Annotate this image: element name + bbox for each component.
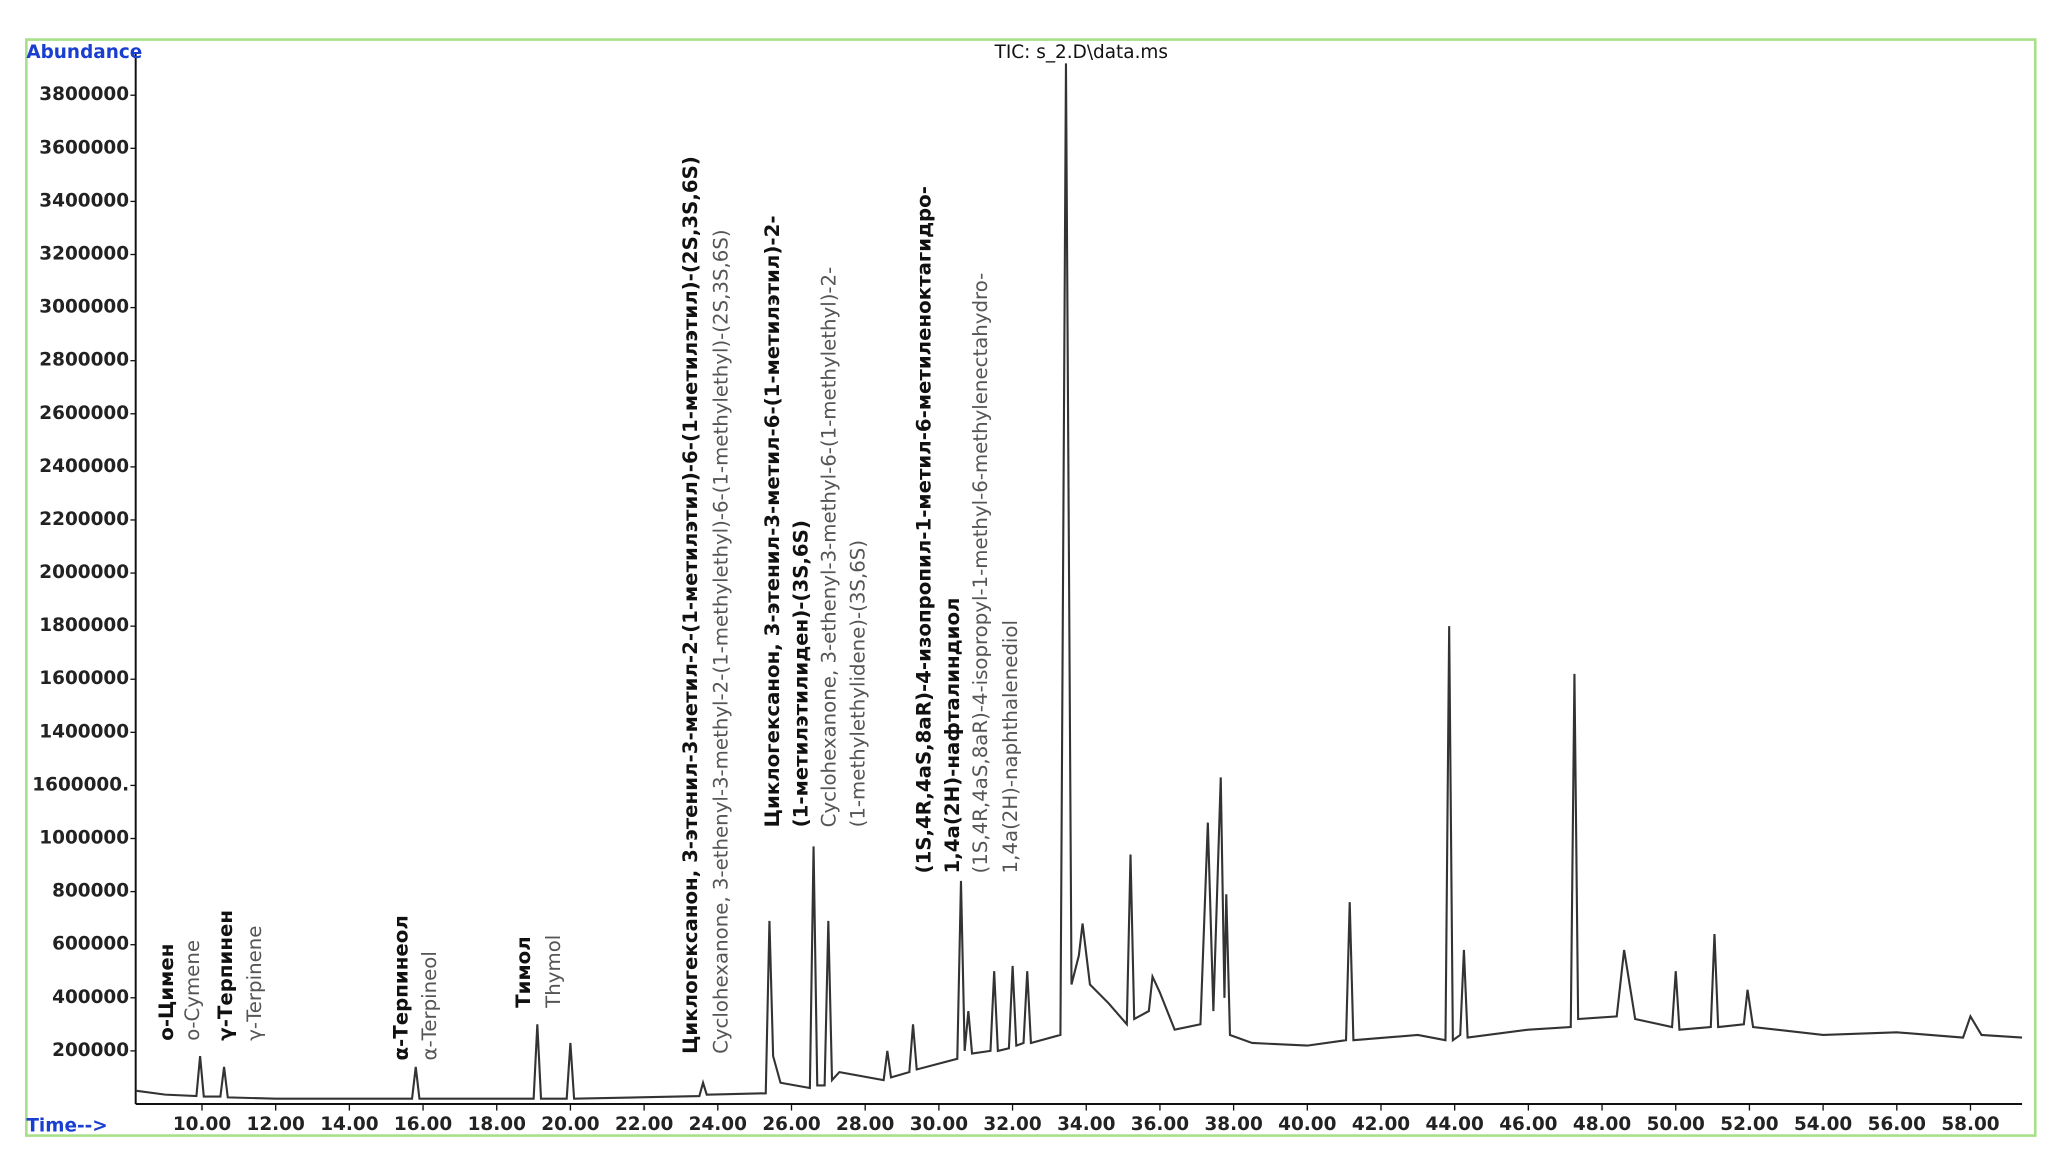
x-tick-label: 32.00 [983,1114,1041,1135]
x-tick-label: 20.00 [541,1114,599,1135]
annotation-ru: (1-метилэтилиден)-(3S,6S) [790,520,813,827]
x-tick-label: 56.00 [1868,1114,1926,1135]
x-tick-label: 10.00 [173,1114,231,1135]
y-tick-label: 3000000 [39,297,129,318]
x-tick-label: 38.00 [1204,1114,1262,1135]
y-tick-label: 3600000 [39,137,129,158]
annotation-en: (1-methylethylidene)-(3S,6S) [846,540,869,827]
frame [25,38,2037,1137]
annotation-en: Cyclohexanone, 3-ethenyl-3-methyl-2-(1-m… [709,229,732,1054]
y-tick-label: 400000 [52,987,129,1008]
x-tick-label: 22.00 [615,1114,673,1135]
y-tick-label: 1400000 [39,721,129,742]
annotation-en: γ-Terpinene [243,926,266,1041]
y-axis-label: Abundance [26,42,142,63]
x-tick-label: 44.00 [1426,1114,1484,1135]
x-tick-label: 40.00 [1278,1114,1336,1135]
y-tick-label: 1800000 [39,615,129,636]
annotation-ru: γ-Терпинен [214,910,237,1041]
annotation-ru: Тимол [512,936,535,1007]
x-tick-label: 26.00 [762,1114,820,1135]
y-tick-label: 600000 [52,934,129,955]
x-tick-label: 46.00 [1499,1114,1557,1135]
chart-title: TIC: s_2.D\data.ms [994,42,1168,63]
y-tick-label: 2400000 [39,456,129,477]
annotation-ru: о-Цимен [155,944,178,1041]
annotation-en: (1S,4R,4aS,8aR)-4-isopropyl-1-methyl-6-m… [969,273,992,874]
annotation-en: Thymol [542,935,565,1009]
annotation-ru: 1,4a(2H)-нафталиндиол [941,597,964,873]
x-tick-label: 28.00 [836,1114,894,1135]
x-axis-label: Time--> [26,1115,107,1136]
x-tick-label: 48.00 [1573,1114,1631,1135]
y-tick-label: 2600000 [39,403,129,424]
x-tick-label: 18.00 [468,1114,526,1135]
y-tick-label: 3200000 [39,244,129,265]
x-tick-label: 34.00 [1057,1114,1115,1135]
trace [135,63,2023,1100]
y-tick-label: 2800000 [39,350,129,371]
x-tick-label: 52.00 [1720,1114,1778,1135]
y-tick-label: 1000000 [39,828,129,849]
x-tick-label: 16.00 [394,1114,452,1135]
x-tick-label: 30.00 [910,1114,968,1135]
x-tick-label: 50.00 [1647,1114,1705,1135]
annotation-ru: (1S,4R,4aS,8aR)-4-изопропил-1-метил-6-ме… [912,186,935,873]
y-tick-label: 200000 [52,1040,129,1061]
annotation-en: 1,4a(2H)-naphthalenediol [999,620,1022,873]
x-tick-label: 24.00 [689,1114,747,1135]
x-tick-label: 54.00 [1794,1114,1852,1135]
annotation-ru: α-Терпинеол [389,915,412,1060]
y-tick-label: 3800000 [39,84,129,105]
y-tick-label: 2200000 [39,509,129,530]
annotation-ru: Циклогексанон, 3-этенил-3-метил-2-(1-мет… [679,156,702,1054]
annotation-en: Cyclohexanone, 3-ethenyl-3-methyl-6-(1-m… [817,267,840,828]
x-tick-label: 14.00 [320,1114,378,1135]
annotation-ru: Циклогексанон, 3-этенил-3-метил-6-(1-мет… [761,215,784,827]
annotation-en: о-Cymene [181,940,204,1041]
x-tick-label: 12.00 [247,1114,305,1135]
x-tick-label: 36.00 [1131,1114,1189,1135]
x-tick-label: 58.00 [1941,1114,1999,1135]
annotation-en: α-Terpineol [418,951,441,1060]
y-tick-label: 3400000 [39,190,129,211]
x-tick-label: 42.00 [1352,1114,1410,1135]
y-tick-label: 1600000. [32,774,129,795]
y-tick-label: 1600000 [39,668,129,689]
y-tick-label: 800000 [52,881,129,902]
y-tick-label: 2000000 [39,562,129,583]
